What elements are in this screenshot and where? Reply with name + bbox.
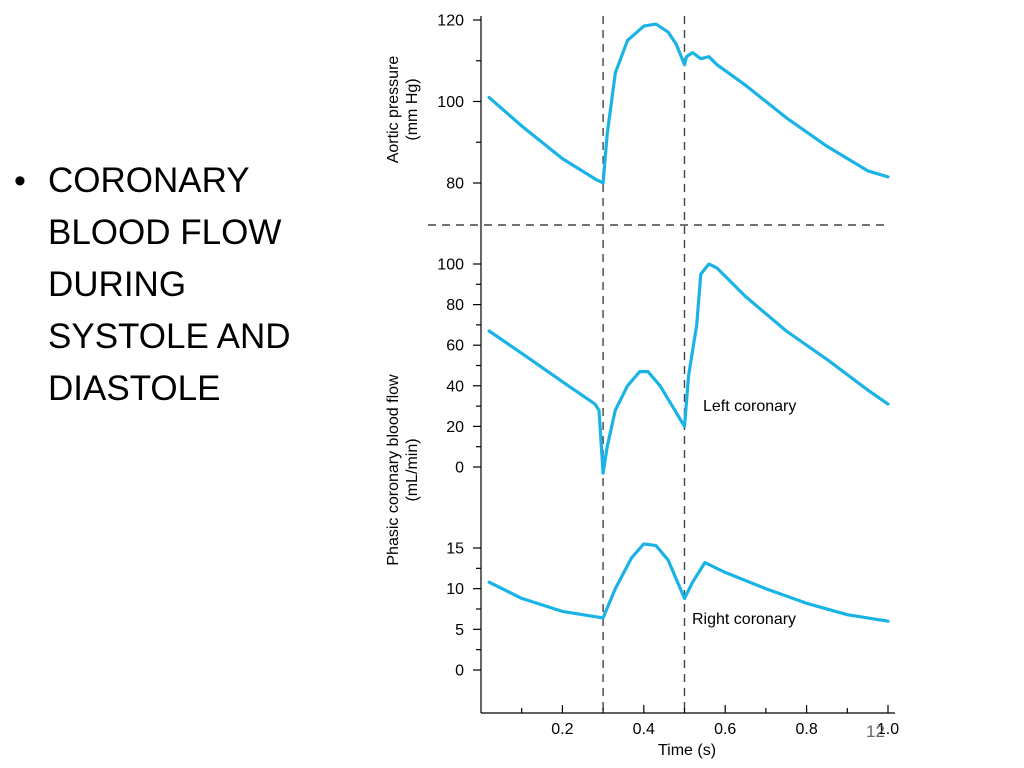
aortic-y-axis-title-line: Aortic pressure (385, 56, 402, 164)
x-tick-label-0.4: 0.4 (633, 721, 655, 738)
slide-number: 12 (866, 722, 885, 741)
x-tick-label-1: 1.0 (877, 721, 899, 738)
left-coronary-series-label: Left coronary (703, 398, 796, 415)
aortic-series-line (487, 22, 890, 185)
right-coronary-y-tick-label-10: 10 (446, 581, 464, 598)
left-coronary-y-tick-label-20: 20 (446, 419, 464, 436)
left-coronary-y-tick-label-0: 0 (455, 460, 464, 477)
x-tick-label-0.8: 0.8 (795, 721, 817, 738)
aortic-y-tick-label-80: 80 (446, 176, 464, 193)
right-coronary-y-tick-label-5: 5 (455, 622, 464, 639)
left-coronary-y-tick-label-80: 80 (446, 297, 464, 314)
right-coronary-y-tick-label-15: 15 (446, 541, 464, 558)
left-coronary-y-tick-label-100: 100 (437, 257, 464, 274)
x-tick-label-0.6: 0.6 (714, 721, 736, 738)
coronary-y-axis-title-line: Phasic coronary blood flow (385, 374, 402, 566)
bullet-item: • CORONARY BLOOD FLOW DURING SYSTOLE AND… (14, 155, 344, 415)
x-tick-label-0.2: 0.2 (551, 721, 573, 738)
left-coronary-y-tick-label-40: 40 (446, 378, 464, 395)
right-coronary-series-label: Right coronary (692, 611, 796, 628)
aortic-y-tick-label-100: 100 (437, 94, 464, 111)
bullet-text: CORONARY BLOOD FLOW DURING SYSTOLE AND D… (48, 161, 291, 408)
right-coronary-y-tick-label-0: 0 (455, 663, 464, 680)
bullet-dot: • (14, 162, 26, 200)
x-axis-title: Time (s) (658, 742, 716, 759)
left-coronary-series-line (487, 262, 890, 475)
aortic-y-axis-title: Aortic pressure (mm Hg) (385, 56, 421, 164)
coronary-y-axis-title: Phasic coronary blood flow (mL/min) (385, 374, 421, 566)
coronary-y-axis-title-line: (mL/min) (404, 438, 421, 501)
aortic-y-axis-title-line: (mm Hg) (404, 78, 421, 140)
right-coronary-series-line (487, 542, 890, 623)
aortic-y-tick-label-120: 120 (437, 13, 464, 30)
left-coronary-y-tick-label-60: 60 (446, 338, 464, 355)
